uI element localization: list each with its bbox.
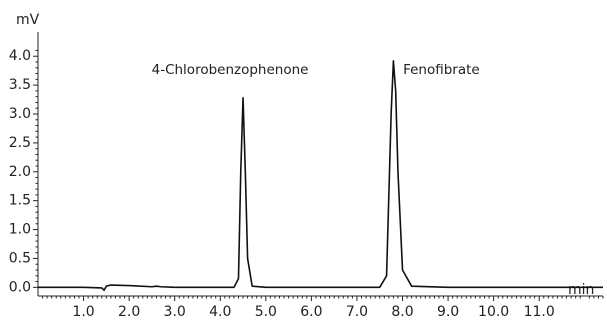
x-tick-label: 4.0 xyxy=(209,304,231,320)
x-tick-label: 2.0 xyxy=(118,304,140,320)
y-tick-label: 1.5 xyxy=(9,193,31,209)
series-trace-line xyxy=(38,60,603,292)
x-tick-label: 7.0 xyxy=(346,304,368,320)
x-tick-label: 9.0 xyxy=(437,304,459,320)
peak-label: Fenofibrate xyxy=(403,62,480,78)
y-tick-label: 3.5 xyxy=(9,77,31,93)
x-tick-label: 6.0 xyxy=(300,304,322,320)
y-tick-label: 2.0 xyxy=(9,164,31,180)
y-tick-label: 1.0 xyxy=(9,222,31,238)
y-axis-unit: mV xyxy=(16,12,40,28)
y-tick-label: 4.0 xyxy=(9,48,31,64)
peak-labels: 4-Chlorobenzophenone Fenofibrate xyxy=(152,62,480,78)
y-tick-label: 2.5 xyxy=(9,135,31,151)
y-tick-label: 3.0 xyxy=(9,106,31,122)
x-tick-label: 11.0 xyxy=(524,304,555,320)
x-axis-ticks: 1.0 2.0 3.0 4.0 5.0 6.0 7.0 8.0 9.0 10.0 11.0 xyxy=(42,296,604,320)
x-axis-unit: min xyxy=(568,282,594,298)
y-axis-ticks: 0.0 0.5 1.0 1.5 2.0 2.5 3.0 3.5 4.0 xyxy=(9,48,38,295)
x-tick-label: 5.0 xyxy=(255,304,277,320)
y-tick-label: 0.5 xyxy=(9,250,31,266)
y-tick-label: 0.0 xyxy=(9,279,31,295)
peak-label: 4-Chlorobenzophenone xyxy=(152,62,309,78)
x-tick-label: 10.0 xyxy=(478,304,509,320)
x-tick-label: 1.0 xyxy=(72,304,94,320)
x-tick-label: 8.0 xyxy=(391,304,413,320)
x-tick-label: 3.0 xyxy=(164,304,186,320)
